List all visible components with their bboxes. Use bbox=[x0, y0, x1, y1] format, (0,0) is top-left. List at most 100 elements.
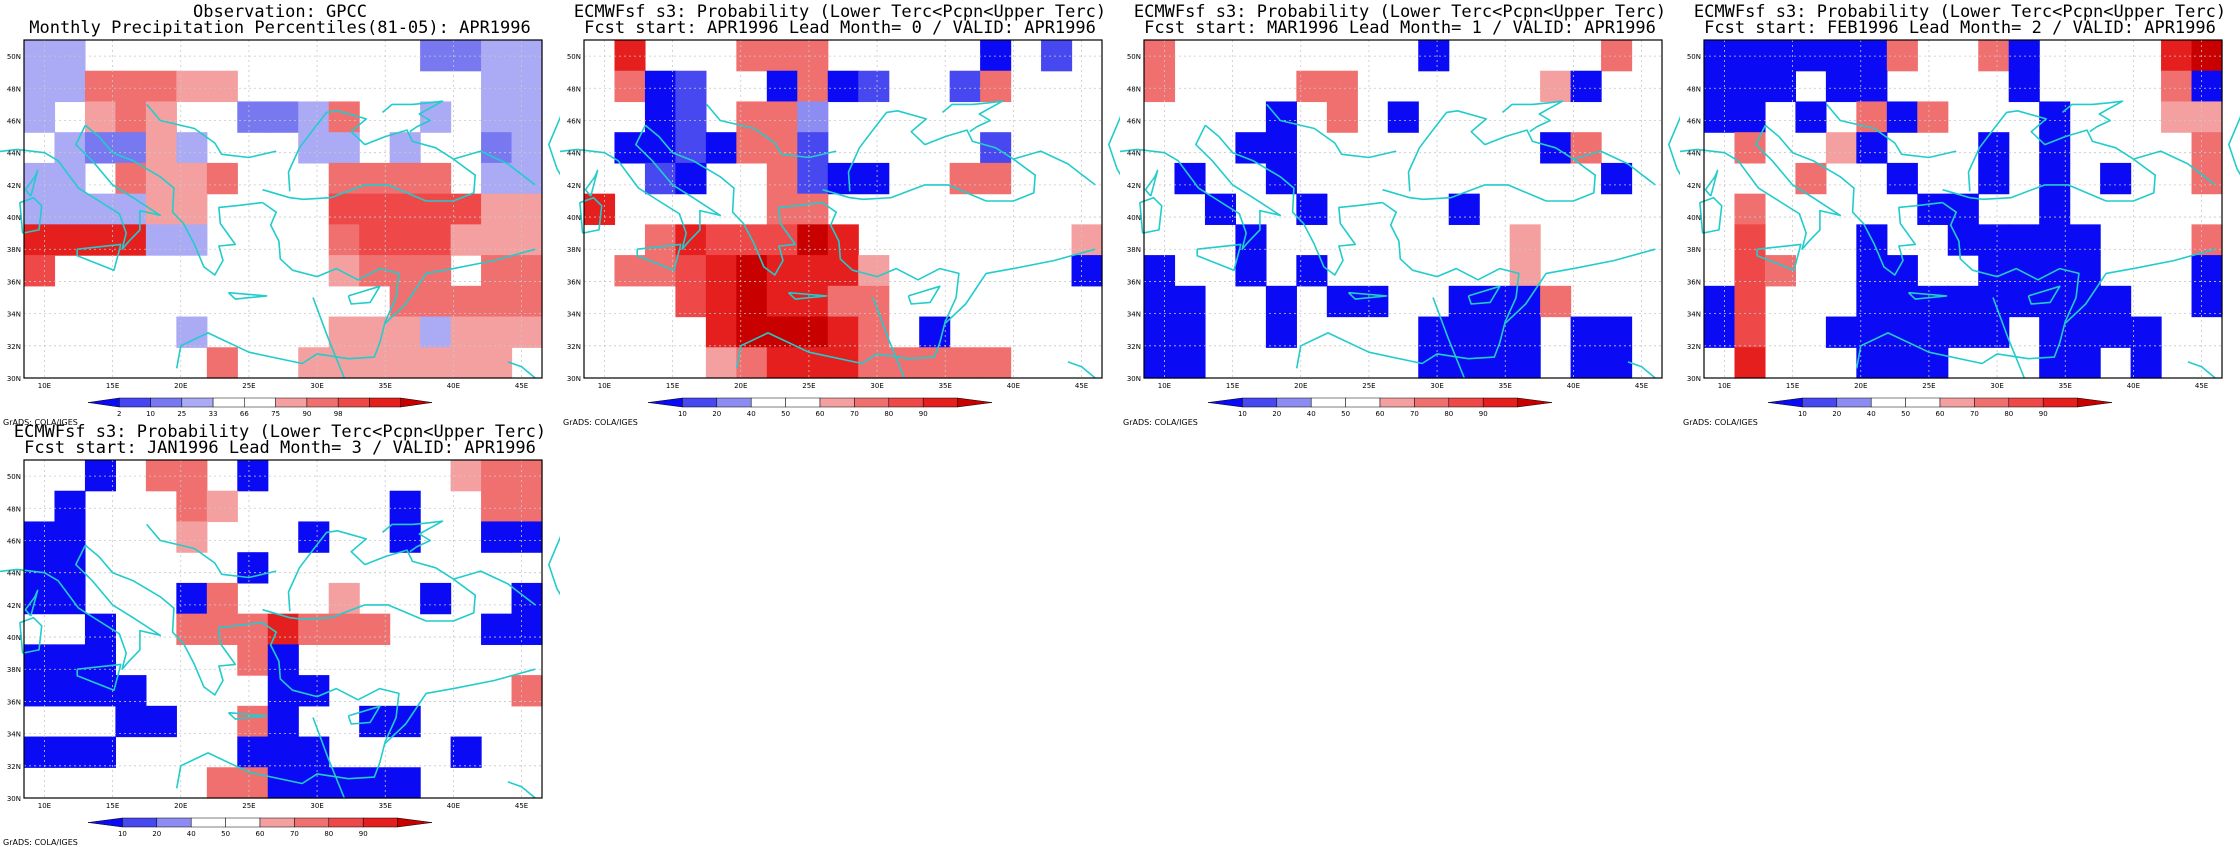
grid-cell bbox=[797, 162, 829, 195]
colorbar-swatch bbox=[1310, 397, 1346, 408]
colorbar: 10 20 40 50 60 70 80 90 bbox=[1207, 397, 1553, 418]
coastline bbox=[1266, 103, 1397, 159]
coastline bbox=[1667, 116, 1680, 176]
grid-cell bbox=[2039, 193, 2071, 225]
lat-label: 30N bbox=[1687, 375, 1701, 383]
grid-cell bbox=[481, 224, 513, 256]
grid-cell bbox=[1917, 193, 1949, 225]
colorbar-swatch bbox=[1802, 397, 1838, 408]
lon-label: 45E bbox=[515, 802, 528, 810]
grid-cell bbox=[481, 162, 513, 195]
grid-cell bbox=[176, 162, 208, 195]
grid-cell bbox=[420, 224, 452, 256]
grid-cell bbox=[54, 132, 86, 164]
lon-label: 35E bbox=[379, 382, 392, 390]
grid-cell bbox=[705, 255, 737, 287]
grid-cell bbox=[54, 40, 86, 72]
grid-cell bbox=[481, 490, 513, 523]
panel-lead-month-3: ECMWFsf s3: Probability (Lower Terc<Pcpn… bbox=[0, 420, 560, 847]
grid-cell bbox=[481, 613, 513, 645]
coastline bbox=[560, 124, 722, 250]
grid-cell bbox=[827, 316, 859, 348]
grid-cell bbox=[145, 460, 177, 492]
colorbar-swatch bbox=[328, 817, 364, 828]
grid-cell bbox=[1917, 316, 1949, 348]
lat-label: 36N bbox=[7, 278, 21, 286]
coastline bbox=[1826, 103, 1957, 159]
grid-cell bbox=[1174, 285, 1206, 318]
lon-label: 10E bbox=[598, 382, 611, 390]
grid-cell bbox=[797, 316, 829, 348]
grid-cell bbox=[827, 162, 859, 195]
grid-cell bbox=[1856, 316, 1888, 348]
coastline bbox=[384, 668, 536, 744]
grid-cell bbox=[389, 162, 421, 195]
coastline bbox=[822, 110, 1037, 202]
lat-label: 32N bbox=[1127, 343, 1141, 351]
grid-cell bbox=[2130, 347, 2162, 379]
colorbar-swatch bbox=[2042, 397, 2078, 408]
grid-cell bbox=[705, 132, 737, 164]
colorbar-swatch bbox=[1242, 397, 1278, 408]
coastline bbox=[19, 196, 43, 234]
colorbar-label: 90 bbox=[2039, 410, 2048, 418]
panel-gpcc-observation: Observation: GPCC Monthly Precipitation … bbox=[0, 0, 560, 427]
colorbar-swatch bbox=[225, 817, 261, 828]
grid-cell bbox=[145, 224, 177, 256]
colorbar-label: 90 bbox=[359, 830, 368, 838]
grid-cell bbox=[1601, 347, 1633, 379]
coastline bbox=[24, 589, 39, 617]
lon-label: 35E bbox=[2059, 382, 2072, 390]
grid-cell bbox=[145, 132, 177, 164]
grid-cell bbox=[1917, 285, 1949, 318]
grid-cell bbox=[450, 224, 482, 256]
colorbar-swatch bbox=[682, 397, 718, 408]
grid-cell bbox=[511, 490, 543, 523]
grid-cell bbox=[176, 70, 208, 103]
grid-cell bbox=[1448, 193, 1480, 225]
grid-cell bbox=[766, 347, 798, 379]
grid-cell bbox=[481, 101, 513, 133]
panel-title-line1: ECMWFsf s3: Probability (Lower Terc<Pcpn… bbox=[573, 2, 1107, 22]
grid-cell bbox=[2191, 132, 2223, 164]
colorbar-label: 90 bbox=[1479, 410, 1488, 418]
grid-cell bbox=[511, 101, 543, 133]
grid-cell bbox=[1734, 285, 1766, 318]
grid-cell bbox=[511, 613, 543, 645]
grid-cell bbox=[1856, 132, 1888, 164]
colorbar-label: 75 bbox=[271, 410, 280, 418]
coastline bbox=[0, 124, 162, 250]
grid-cell bbox=[328, 316, 360, 348]
colorbar-swatch bbox=[122, 817, 158, 828]
colorbar-swatch bbox=[156, 817, 192, 828]
lat-label: 30N bbox=[1127, 375, 1141, 383]
grid-cell bbox=[1886, 101, 1918, 133]
colorbar-swatch bbox=[1414, 397, 1450, 408]
coastline bbox=[146, 103, 277, 159]
grid-cell bbox=[1734, 101, 1766, 133]
grid-cell bbox=[1886, 162, 1918, 195]
grid-cell bbox=[644, 101, 677, 133]
grid-cell bbox=[298, 101, 330, 133]
grid-cell bbox=[1886, 316, 1918, 348]
grid-cell bbox=[705, 316, 737, 348]
grid-cell bbox=[1144, 40, 1176, 72]
grid-cell bbox=[328, 101, 360, 133]
grid-cell bbox=[54, 736, 86, 768]
coastlines bbox=[1680, 100, 2240, 379]
grid-cell bbox=[54, 644, 86, 676]
grid-cell bbox=[797, 193, 829, 225]
grid-cell bbox=[614, 70, 646, 103]
grid-cell bbox=[176, 132, 208, 164]
grid-cell bbox=[2191, 285, 2223, 318]
panel-title-line1: Observation: GPCC bbox=[193, 2, 367, 22]
lon-label: 45E bbox=[2195, 382, 2208, 390]
lat-label: 40N bbox=[7, 214, 21, 222]
lat-label: 36N bbox=[567, 278, 581, 286]
colorbar-label: 20 bbox=[152, 830, 161, 838]
grid-cell bbox=[1856, 70, 1888, 103]
lon-label: 30E bbox=[1990, 382, 2003, 390]
grid-cell bbox=[949, 70, 981, 103]
grid-cell bbox=[827, 70, 859, 103]
lat-label: 30N bbox=[7, 375, 21, 383]
